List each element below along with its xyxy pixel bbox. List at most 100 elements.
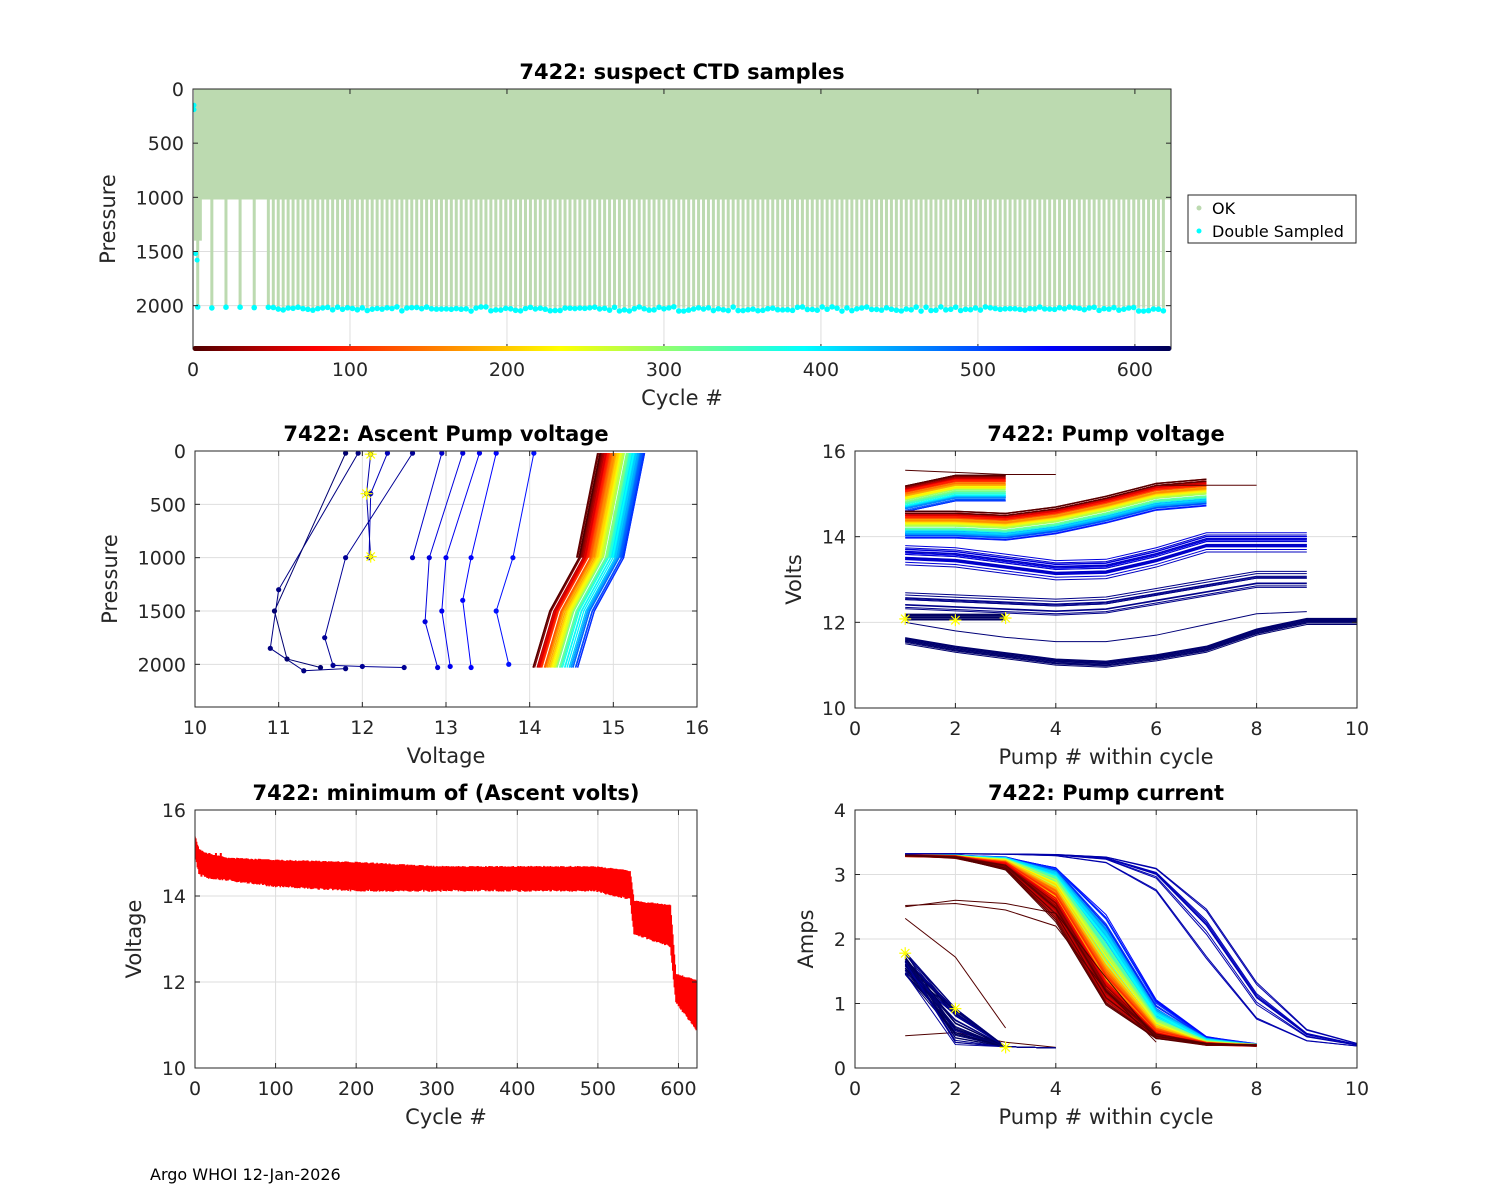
ascent-profile-line (544, 453, 613, 668)
double-sampled-point (814, 307, 821, 313)
tick-label-x: 300 (419, 1078, 455, 1100)
tick-label-x: 4 (1050, 718, 1062, 740)
ok-samples-deep-profile (1142, 89, 1146, 308)
tick-label-x: 0 (187, 359, 199, 381)
marked-point-star (949, 614, 962, 627)
double-sampled-point (715, 305, 722, 312)
double-sampled-point (265, 304, 272, 311)
pump-voltage-curve (905, 477, 1006, 490)
ok-samples-deep-profile (543, 89, 547, 308)
pump-voltage-curve (905, 484, 1207, 520)
double-sampled-point (1121, 306, 1127, 312)
ok-samples-deep-profile (1097, 89, 1101, 308)
double-sampled-point (1135, 308, 1142, 314)
ok-samples-deep-profile (454, 89, 458, 308)
pump-voltage-curve (905, 619, 1357, 664)
pc-chart: 0 2 4 6 8 10 0 1 2 3 4 7422: Pump current Pump # wit… (794, 781, 1369, 1129)
pump-voltage-curve (905, 477, 1006, 489)
ascent-sample-point (343, 451, 349, 456)
double-sampled-point (1086, 305, 1093, 311)
pump-voltage-curve (905, 621, 1357, 666)
ok-samples-deep-profile (1102, 89, 1106, 308)
pump-voltage-curve (905, 482, 1006, 495)
ascent-sample-point (267, 645, 273, 651)
ascent-profile-line (581, 453, 604, 558)
pump-current-curve (904, 917, 1007, 1029)
pump-voltage-curve (905, 498, 1006, 511)
double-sampled-point (888, 306, 895, 313)
ok-samples-deep-profile (904, 89, 908, 308)
double-sampled-point (938, 304, 944, 310)
ok-samples-deep-profile (795, 89, 799, 308)
ok-samples-deep-profile (1156, 89, 1160, 308)
pump-voltage-curve (905, 582, 1307, 612)
ok-samples-deep-profile (954, 89, 958, 308)
tick-label-y: 1500 (138, 601, 186, 623)
ascent-profile-line (324, 452, 413, 669)
pump-voltage-curve (905, 500, 1207, 537)
ascent-profile-line (574, 453, 643, 668)
double-sampled-point (364, 307, 371, 314)
ascent-profile-line (605, 453, 628, 558)
pc-title: 7422: Pump current (988, 781, 1224, 805)
double-sampled-point (334, 304, 341, 310)
ok-samples-deep-profile (800, 89, 804, 308)
tick-label-x: 400 (803, 359, 839, 381)
double-sampled-point (923, 304, 929, 310)
pump-voltage-curve (905, 620, 1357, 665)
double-sampled-point (908, 306, 914, 313)
minv-chart: 0 100 200 300 400 500 600 10 12 14 16 7422: minimum… (122, 781, 698, 1129)
marked-point-star (899, 947, 912, 960)
double-sampled-point (596, 306, 603, 312)
double-sampled-point (1091, 304, 1097, 311)
ascent-sample-point (359, 663, 365, 670)
double-sampled-point (666, 305, 672, 311)
ok-samples-deep-profile (1087, 89, 1091, 308)
double-sampled-point (982, 304, 989, 310)
tick-label-x: 600 (660, 1078, 696, 1100)
ok-samples-deep-profile (514, 89, 518, 308)
ok-samples-deep-profile (533, 89, 537, 308)
ok-samples-deep-profile (786, 89, 790, 308)
ascent-sample-point (531, 451, 537, 456)
ok-samples-deep-profile (1048, 89, 1052, 308)
double-sampled-point (720, 306, 727, 313)
double-sampled-point (700, 306, 707, 312)
ok-samples-deep-profile (721, 89, 725, 308)
ok-samples-deep-profile (998, 89, 1002, 308)
double-sampled-point (527, 304, 534, 311)
double-sampled-point (502, 305, 509, 312)
double-sampled-point (423, 304, 430, 310)
ascent-sample-point (510, 555, 516, 561)
ascent-sample-point (460, 451, 466, 456)
tick-label-y: 2000 (138, 654, 186, 676)
double-sampled-point (369, 306, 375, 312)
double-sampled-point (740, 307, 746, 314)
ok-samples-deep-profile (964, 89, 968, 308)
ok-samples-deep-profile (766, 89, 770, 308)
ascent-profile-line (462, 453, 497, 668)
double-sampled-point (354, 306, 361, 313)
double-sampled-point (977, 307, 984, 313)
double-sampled-point (1066, 304, 1073, 310)
double-sampled-point (745, 306, 751, 313)
ascent-profile-line (441, 452, 480, 667)
pump-voltage-curve (905, 493, 1207, 529)
ok-samples-deep-profile (815, 89, 819, 308)
pump-voltage-curve (905, 476, 1006, 488)
marked-point-star (364, 550, 377, 563)
double-sampled-point (606, 307, 613, 313)
double-sampled-point (1041, 306, 1048, 312)
double-sampled-point (1007, 305, 1013, 312)
pump-voltage-curve (905, 484, 1006, 497)
ok-samples-deep-profile (667, 89, 671, 308)
double-sampled-point (1125, 305, 1132, 311)
ctd-marks (193, 89, 1171, 314)
tick-label-y: 0 (834, 1058, 846, 1080)
double-sampled-point (858, 305, 865, 311)
ok-samples-deep-profile (489, 89, 493, 308)
tick-label-y: 14 (822, 527, 846, 549)
minv-plot-area (194, 809, 697, 1069)
pump-voltage-curve (905, 491, 1006, 504)
double-sampled-point (438, 306, 445, 312)
